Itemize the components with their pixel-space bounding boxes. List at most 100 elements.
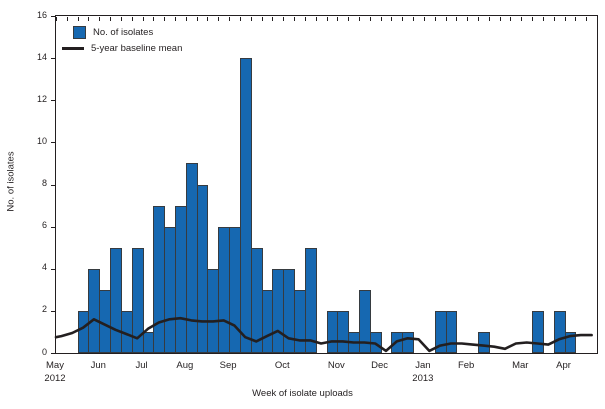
x-tick [575,17,577,21]
month-label-mar: Mar [512,360,529,371]
legend: No. of isolates 5-year baseline mean [62,24,182,56]
x-tick [564,17,566,21]
x-tick [510,17,512,21]
y-tick-label: 14 [36,51,47,62]
x-tick [542,17,544,21]
month-label-jun: Jun [90,360,106,371]
x-tick [207,17,209,21]
x-tick [272,17,274,21]
x-tick [499,17,501,21]
x-tick [413,17,415,21]
year-label-2013: 2013 [412,373,434,384]
x-tick [315,17,317,21]
x-tick [337,17,339,21]
x-tick [218,17,220,21]
bar-swatch-icon [73,25,86,39]
bar-week-47 [564,331,577,353]
month-label-jan: Jan [415,360,431,371]
x-tick [597,17,598,21]
y-tick [51,310,55,312]
bar-week-28 [358,289,371,353]
y-tick [51,142,55,144]
month-label-dec: Dec [371,360,389,371]
y-tick [51,353,55,354]
x-tick [153,17,155,21]
legend-label: 5-year baseline mean [91,42,183,54]
x-tick [229,17,231,21]
x-tick [56,17,57,21]
x-tick [99,17,101,21]
y-tick [51,184,55,186]
x-tick [553,17,555,21]
x-tick [380,17,382,21]
line-swatch-icon [62,46,84,50]
legend-item-isolates: No. of isolates [62,24,182,40]
bar-week-23 [304,247,317,353]
x-tick [488,17,490,21]
y-tick-label: 6 [41,220,47,231]
x-tick [196,17,198,21]
x-tick [358,17,360,21]
bar-week-36 [445,310,458,353]
legend-item-baseline: 5-year baseline mean [62,40,182,56]
y-tick [51,100,55,102]
x-tick [348,17,350,21]
x-tick [283,17,285,21]
x-tick [586,17,588,21]
x-tick [164,17,166,21]
bar-week-7 [131,247,144,353]
y-axis-title: No. of isolates [5,151,17,212]
x-tick [77,17,79,21]
x-tick [445,17,447,21]
x-tick [142,17,144,21]
bar-week-44 [532,310,544,353]
y-tick-label: 16 [36,9,47,20]
month-label-aug: Aug [176,360,194,371]
x-tick [369,17,371,21]
plot-area: No. of isolates 5-year baseline mean [51,15,598,354]
y-tick [51,268,55,270]
y-tick-label: 8 [41,178,47,188]
x-tick [467,17,469,21]
x-tick [110,17,112,21]
month-label-sep: Sep [219,360,237,371]
legend-label: No. of isolates [93,26,154,38]
x-tick [294,17,296,21]
y-tick-label: 10 [36,135,47,146]
x-tick [521,17,523,21]
y-tick-label: 4 [41,262,47,273]
x-tick [261,17,263,21]
x-tick [239,17,241,21]
x-tick [120,17,122,21]
x-tick [88,17,90,21]
month-label-oct: Oct [274,360,290,371]
x-tick [532,17,534,21]
bar-week-32 [402,331,415,353]
x-tick [250,17,252,21]
x-tick [402,17,404,21]
y-tick-label: 2 [41,304,47,315]
bar-week-5 [110,247,122,353]
x-tick [175,17,177,21]
x-tick [434,17,436,21]
x-tick [304,17,306,21]
x-tick [131,17,133,21]
y-tick [51,58,55,60]
bar-week-17 [239,58,252,353]
x-tick [477,17,479,21]
x-tick [326,17,328,21]
month-label-apr: Apr [556,360,571,371]
year-label-2012: 2012 [44,373,66,384]
y-tick-label: 0 [41,346,47,357]
x-tick [185,17,187,21]
month-label-feb: Feb [457,360,475,371]
y-tick [51,226,55,228]
y-tick-label: 12 [36,93,47,104]
x-axis-title: Week of isolate uploads [252,388,353,399]
bar-week-39 [477,331,490,353]
x-tick [66,17,68,21]
x-tick [391,17,393,21]
month-label-nov: Nov [327,360,345,371]
baseline-mean-line [54,316,593,353]
